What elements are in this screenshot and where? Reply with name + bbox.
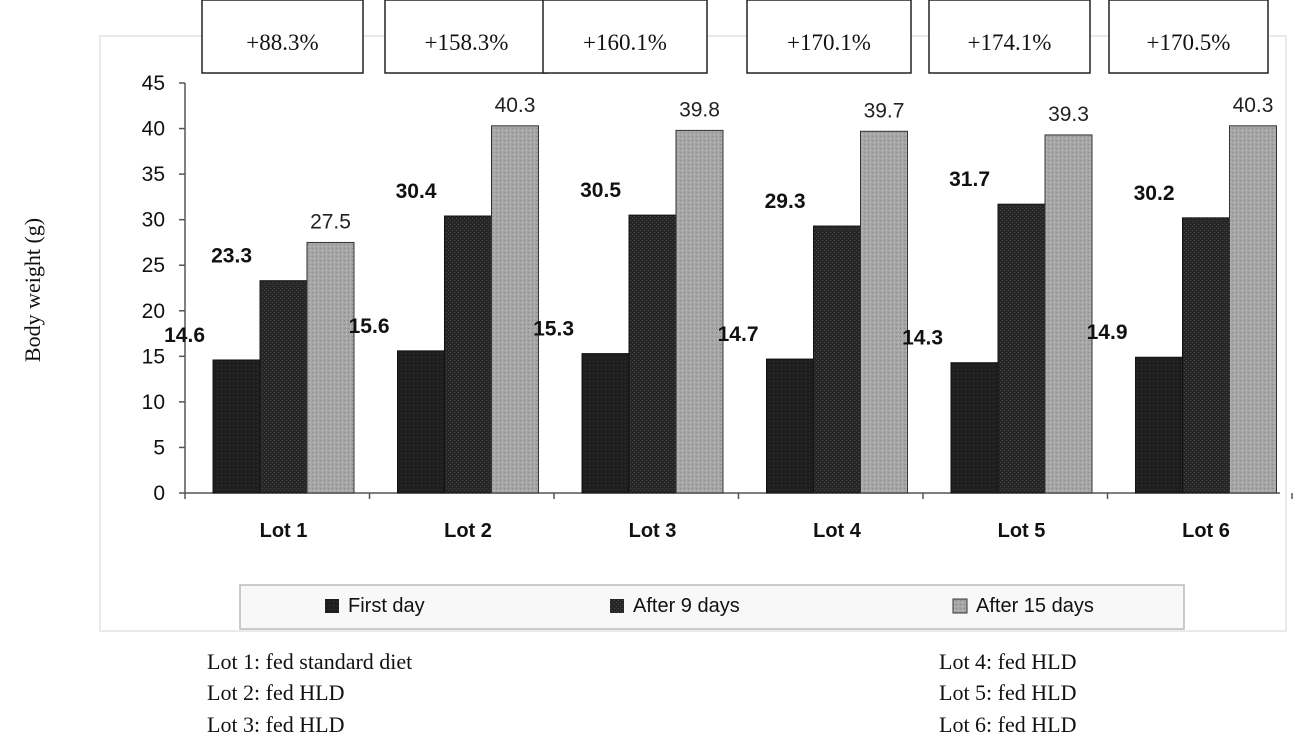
percent-label: +174.1% xyxy=(968,30,1052,55)
percent-annotations: +88.3% +158.3% +160.1% +170.1% +174.1% +170.5… xyxy=(201,0,1269,74)
data-label: 23.3 xyxy=(211,245,252,268)
bar xyxy=(997,203,1046,494)
y-tick-label: 0 xyxy=(153,482,165,505)
legend-swatch-after-15-days xyxy=(952,598,968,614)
bar xyxy=(444,215,492,494)
x-tick-label: Lot 1 xyxy=(260,520,308,542)
y-tick-label: 10 xyxy=(142,391,165,414)
bar xyxy=(491,125,539,494)
data-label: 14.7 xyxy=(718,323,759,346)
data-label: 30.4 xyxy=(396,180,437,203)
data-label: 15.3 xyxy=(533,318,574,341)
note-lot-5: Lot 5: fed HLD xyxy=(939,680,1076,705)
percent-box xyxy=(384,0,549,74)
x-tick-label: Lot 5 xyxy=(998,520,1046,542)
percent-box xyxy=(928,0,1091,74)
percent-box xyxy=(746,0,912,74)
bar xyxy=(813,225,861,494)
footnotes: Lot 1: fed standard diet Lot 2: fed HLD … xyxy=(207,649,1076,737)
legend-label-after-15-days: After 15 days xyxy=(976,595,1094,617)
data-label: 39.8 xyxy=(679,98,720,121)
percent-box xyxy=(542,0,708,74)
bar xyxy=(1135,356,1183,494)
note-lot-4: Lot 4: fed HLD xyxy=(939,649,1076,674)
legend-swatch-after-9-days xyxy=(610,599,624,613)
x-tick-label: Lot 6 xyxy=(1182,520,1230,542)
axes: 0 5 10 15 20 25 30 35 40 45 Lot 1 Lot 2 Lot 3 Lot 4 Lo… xyxy=(142,72,1293,542)
bar xyxy=(259,280,308,494)
note-lot-2: Lot 2: fed HLD xyxy=(207,680,344,705)
legend-label-first-day: First day xyxy=(348,595,425,617)
y-tick-label: 30 xyxy=(142,209,165,232)
data-label: 40.3 xyxy=(1233,94,1274,117)
data-label: 39.7 xyxy=(864,99,905,122)
data-label: 14.9 xyxy=(1087,321,1128,344)
percent-box xyxy=(201,0,364,74)
data-label: 29.3 xyxy=(765,190,806,213)
data-labels: 14.6 15.6 15.3 14.7 14.3 14.9 23.3 30.4 30.5 29.3… xyxy=(164,94,1273,350)
y-tick-label: 25 xyxy=(142,254,165,277)
data-label: 15.6 xyxy=(349,315,390,338)
x-tick-label: Lot 3 xyxy=(629,520,677,542)
data-label: 40.3 xyxy=(495,94,536,117)
bar xyxy=(306,241,355,494)
percent-label: +88.3% xyxy=(246,30,318,55)
bar xyxy=(397,350,445,494)
bar xyxy=(950,362,999,494)
x-tick-label: Lot 2 xyxy=(444,520,492,542)
x-tick-label: Lot 4 xyxy=(813,520,862,542)
note-lot-6: Lot 6: fed HLD xyxy=(939,712,1076,737)
bar xyxy=(212,359,261,494)
percent-label: +160.1% xyxy=(583,30,667,55)
percent-label: +170.5% xyxy=(1147,30,1231,55)
bar xyxy=(581,353,630,494)
bar xyxy=(675,129,724,494)
bar xyxy=(1044,134,1093,494)
bar xyxy=(1229,125,1277,494)
legend: First day After 9 days After 15 days xyxy=(239,584,1185,630)
data-label: 39.3 xyxy=(1048,103,1089,126)
percent-label: +158.3% xyxy=(425,30,509,55)
bar xyxy=(860,130,908,494)
bar xyxy=(766,358,814,494)
legend-swatch-first-day xyxy=(325,599,339,613)
bar xyxy=(628,214,677,494)
data-label: 14.3 xyxy=(902,327,943,350)
percent-label: +170.1% xyxy=(787,30,871,55)
y-tick-label: 20 xyxy=(142,300,165,323)
data-label: 30.5 xyxy=(580,179,621,202)
y-tick-label: 15 xyxy=(142,345,165,368)
y-tick-label: 35 xyxy=(142,163,165,186)
data-label: 14.6 xyxy=(164,324,205,347)
legend-frame xyxy=(239,584,1185,630)
percent-box xyxy=(1108,0,1269,74)
y-tick-label: 45 xyxy=(142,72,165,95)
note-lot-3: Lot 3: fed HLD xyxy=(207,712,344,737)
note-lot-1: Lot 1: fed standard diet xyxy=(207,649,412,674)
y-tick-label: 5 xyxy=(153,436,165,459)
y-tick-label: 40 xyxy=(142,118,165,141)
legend-label-after-9-days: After 9 days xyxy=(633,595,740,617)
data-label: 27.5 xyxy=(310,210,351,233)
y-axis-label: Body weight (g) xyxy=(20,218,45,362)
bar xyxy=(1182,217,1230,494)
data-label: 30.2 xyxy=(1134,182,1175,205)
bars xyxy=(212,125,1277,494)
data-label: 31.7 xyxy=(949,168,990,191)
